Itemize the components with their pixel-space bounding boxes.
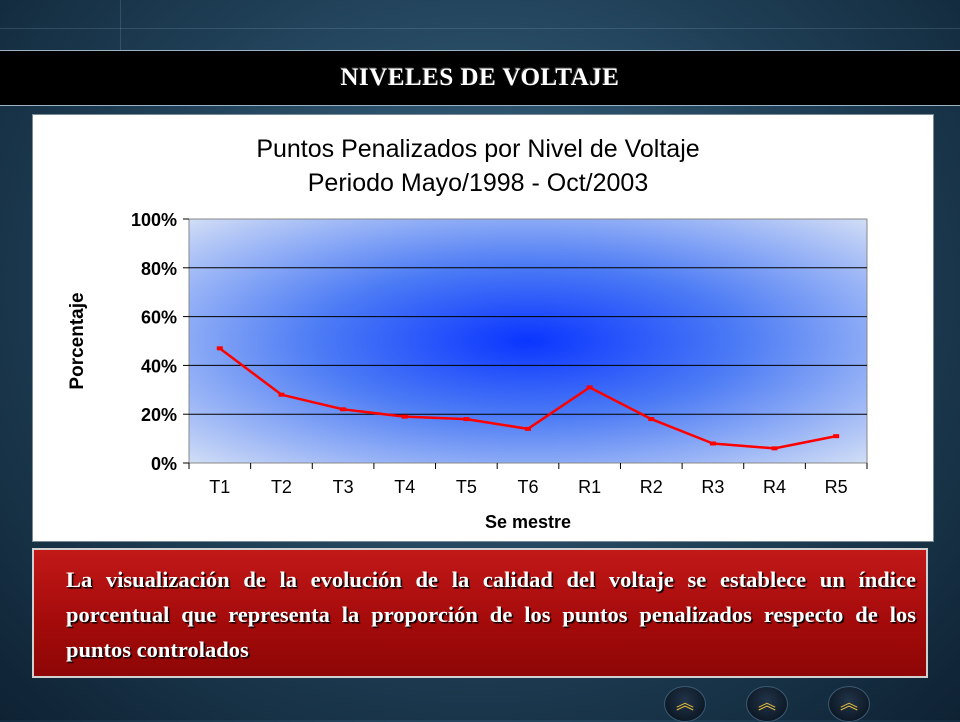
nav-chevron-icon: ︽ [840,693,858,714]
data-point [401,414,408,419]
chart-title-line-2: Periodo Mayo/1998 - Oct/2003 [308,169,648,197]
y-axis-label: Porcentaje [67,292,88,389]
chart-title-line-1: Puntos Penalizados por Nivel de Voltaje [256,135,699,163]
nav-button-3[interactable]: ︽ [828,686,870,722]
nav-chevron-icon: ︽ [676,693,694,714]
data-point [833,434,840,439]
data-point [216,346,223,351]
decorative-line [0,28,960,29]
x-tick-label: T6 [517,477,538,497]
nav-buttons: ︽ ︽ ︽ [664,686,870,722]
nav-button-2[interactable]: ︽ [746,686,788,722]
y-tick-label: 40% [141,356,177,376]
data-point [586,385,593,390]
x-tick-label: T1 [209,477,230,497]
chart-panel: Puntos Penalizados por Nivel de Voltaje … [32,114,934,542]
x-axis-label: Se mestre [485,512,571,532]
y-tick-label: 80% [141,259,177,279]
data-point [771,446,778,451]
x-tick-label: T3 [333,477,354,497]
y-tick-label: 100% [131,210,177,230]
description-box: La visualización de la evolución de la c… [32,548,928,678]
decorative-line [120,0,121,50]
y-tick-label: 0% [151,454,177,474]
x-tick-label: T5 [456,477,477,497]
x-tick-label: R4 [763,477,786,497]
x-tick-label: R5 [825,477,848,497]
data-point [648,417,655,422]
x-tick-label: T4 [394,477,415,497]
x-tick-label: R3 [701,477,724,497]
nav-chevron-icon: ︽ [758,693,776,714]
data-point [463,417,470,422]
slide-title: NIVELES DE VOLTAJE [340,64,620,91]
description-text: La visualización de la evolución de la c… [66,567,916,662]
data-point [278,392,285,397]
y-tick-label: 60% [141,308,177,328]
line-chart: Puntos Penalizados por Nivel de Voltaje … [67,135,868,532]
data-point [525,426,531,431]
data-point [709,441,716,446]
title-bar: NIVELES DE VOLTAJE [0,50,960,106]
x-tick-label: T2 [271,477,292,497]
x-tick-label: R1 [578,477,601,497]
nav-button-1[interactable]: ︽ [664,686,706,722]
plot-area [188,218,868,464]
x-tick-label: R2 [640,477,663,497]
data-point [340,407,347,412]
y-tick-label: 20% [141,405,177,425]
